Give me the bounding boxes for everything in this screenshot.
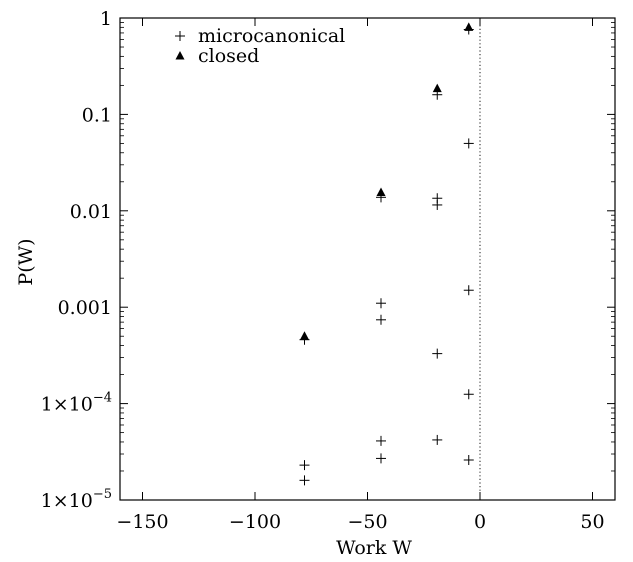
legend-label: microcanonical (198, 25, 345, 47)
legend-label: closed (198, 45, 259, 67)
x-axis-title: Work W (336, 537, 412, 559)
data-point-closed (432, 83, 442, 93)
markers (299, 22, 474, 486)
data-point-microcanonical (463, 285, 474, 296)
y-tick-label: 1 (100, 8, 112, 30)
data-point-microcanonical (463, 138, 474, 149)
data-point-microcanonical (432, 199, 443, 210)
plot-area (119, 17, 616, 501)
x-tick-label: −100 (229, 511, 281, 533)
data-point-microcanonical (376, 298, 386, 309)
data-point-microcanonical (432, 434, 443, 445)
data-point-microcanonical (432, 348, 443, 359)
y-tick-label: 0.01 (70, 201, 112, 223)
plot-frame (119, 17, 616, 501)
legend-marker-microcanonical (175, 31, 185, 41)
x-tick-label: 0 (474, 511, 486, 533)
y-tick-label: 0.001 (58, 297, 112, 319)
tick-labels: −150 −100 −50 0 50 1×10−5 1×10−4 0.001 0.01 0.1 1 (41, 8, 605, 533)
y-tick-label: 0.1 (82, 104, 112, 126)
data-point-microcanonical (376, 314, 386, 325)
x-tick-label: 50 (580, 511, 604, 533)
x-tick-label: −150 (116, 511, 168, 533)
data-point-closed (464, 22, 474, 31)
y-tick-label: 1×10−4 (41, 391, 112, 416)
ticks (120, 17, 615, 501)
data-point-microcanonical (299, 460, 310, 471)
data-point-microcanonical (299, 475, 310, 486)
data-point-microcanonical (376, 435, 386, 446)
data-point-microcanonical (463, 389, 474, 400)
data-point-closed (376, 187, 386, 196)
x-tick-label: −50 (347, 511, 387, 533)
data-point-microcanonical (463, 454, 474, 465)
legend-marker-closed (175, 51, 185, 60)
data-point-closed (300, 331, 309, 340)
data-point-microcanonical (376, 453, 386, 464)
y-axis-title: P(W) (15, 238, 37, 285)
y-tick-label: 1×10−5 (41, 487, 112, 512)
